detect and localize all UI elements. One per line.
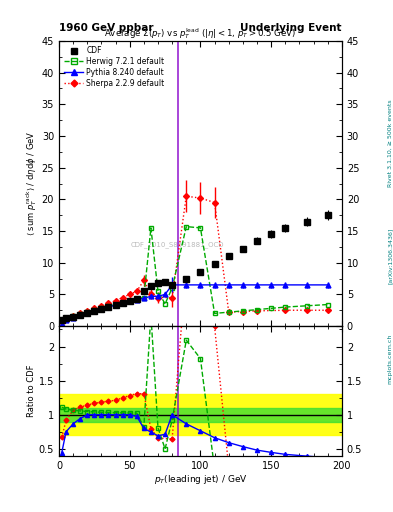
Y-axis label: Ratio to CDF: Ratio to CDF [27, 365, 36, 417]
Bar [59, 408, 342, 421]
Legend: CDF, Herwig 7.2.1 default, Pythia 8.240 default, Sherpa 2.2.9 default: CDF, Herwig 7.2.1 default, Pythia 8.240 … [63, 45, 166, 90]
Y-axis label: $\langle$ sum $p_T^{\mathrm{rack}}\rangle$ / d$\eta$d$\phi$ / GeV: $\langle$ sum $p_T^{\mathrm{rack}}\rangl… [24, 131, 39, 236]
Bar [59, 394, 342, 435]
Text: Underlying Event: Underlying Event [241, 23, 342, 33]
Title: Average $\Sigma(p_T)$ vs $p_T^{\mathrm{lead}}$ ($|\eta| < 1$, $p_T > 0.5$ GeV): Average $\Sigma(p_T)$ vs $p_T^{\mathrm{l… [104, 26, 297, 41]
Text: Rivet 3.1.10, ≥ 500k events: Rivet 3.1.10, ≥ 500k events [387, 99, 392, 187]
Text: CDF_2010_S8591881_OCD: CDF_2010_S8591881_OCD [131, 241, 224, 248]
Text: 1960 GeV ppbar: 1960 GeV ppbar [59, 23, 153, 33]
Text: mcplots.cern.ch: mcplots.cern.ch [387, 333, 392, 383]
X-axis label: $p_T$(leading jet) / GeV: $p_T$(leading jet) / GeV [154, 473, 247, 486]
Text: [arXiv:1306.3436]: [arXiv:1306.3436] [387, 228, 392, 284]
